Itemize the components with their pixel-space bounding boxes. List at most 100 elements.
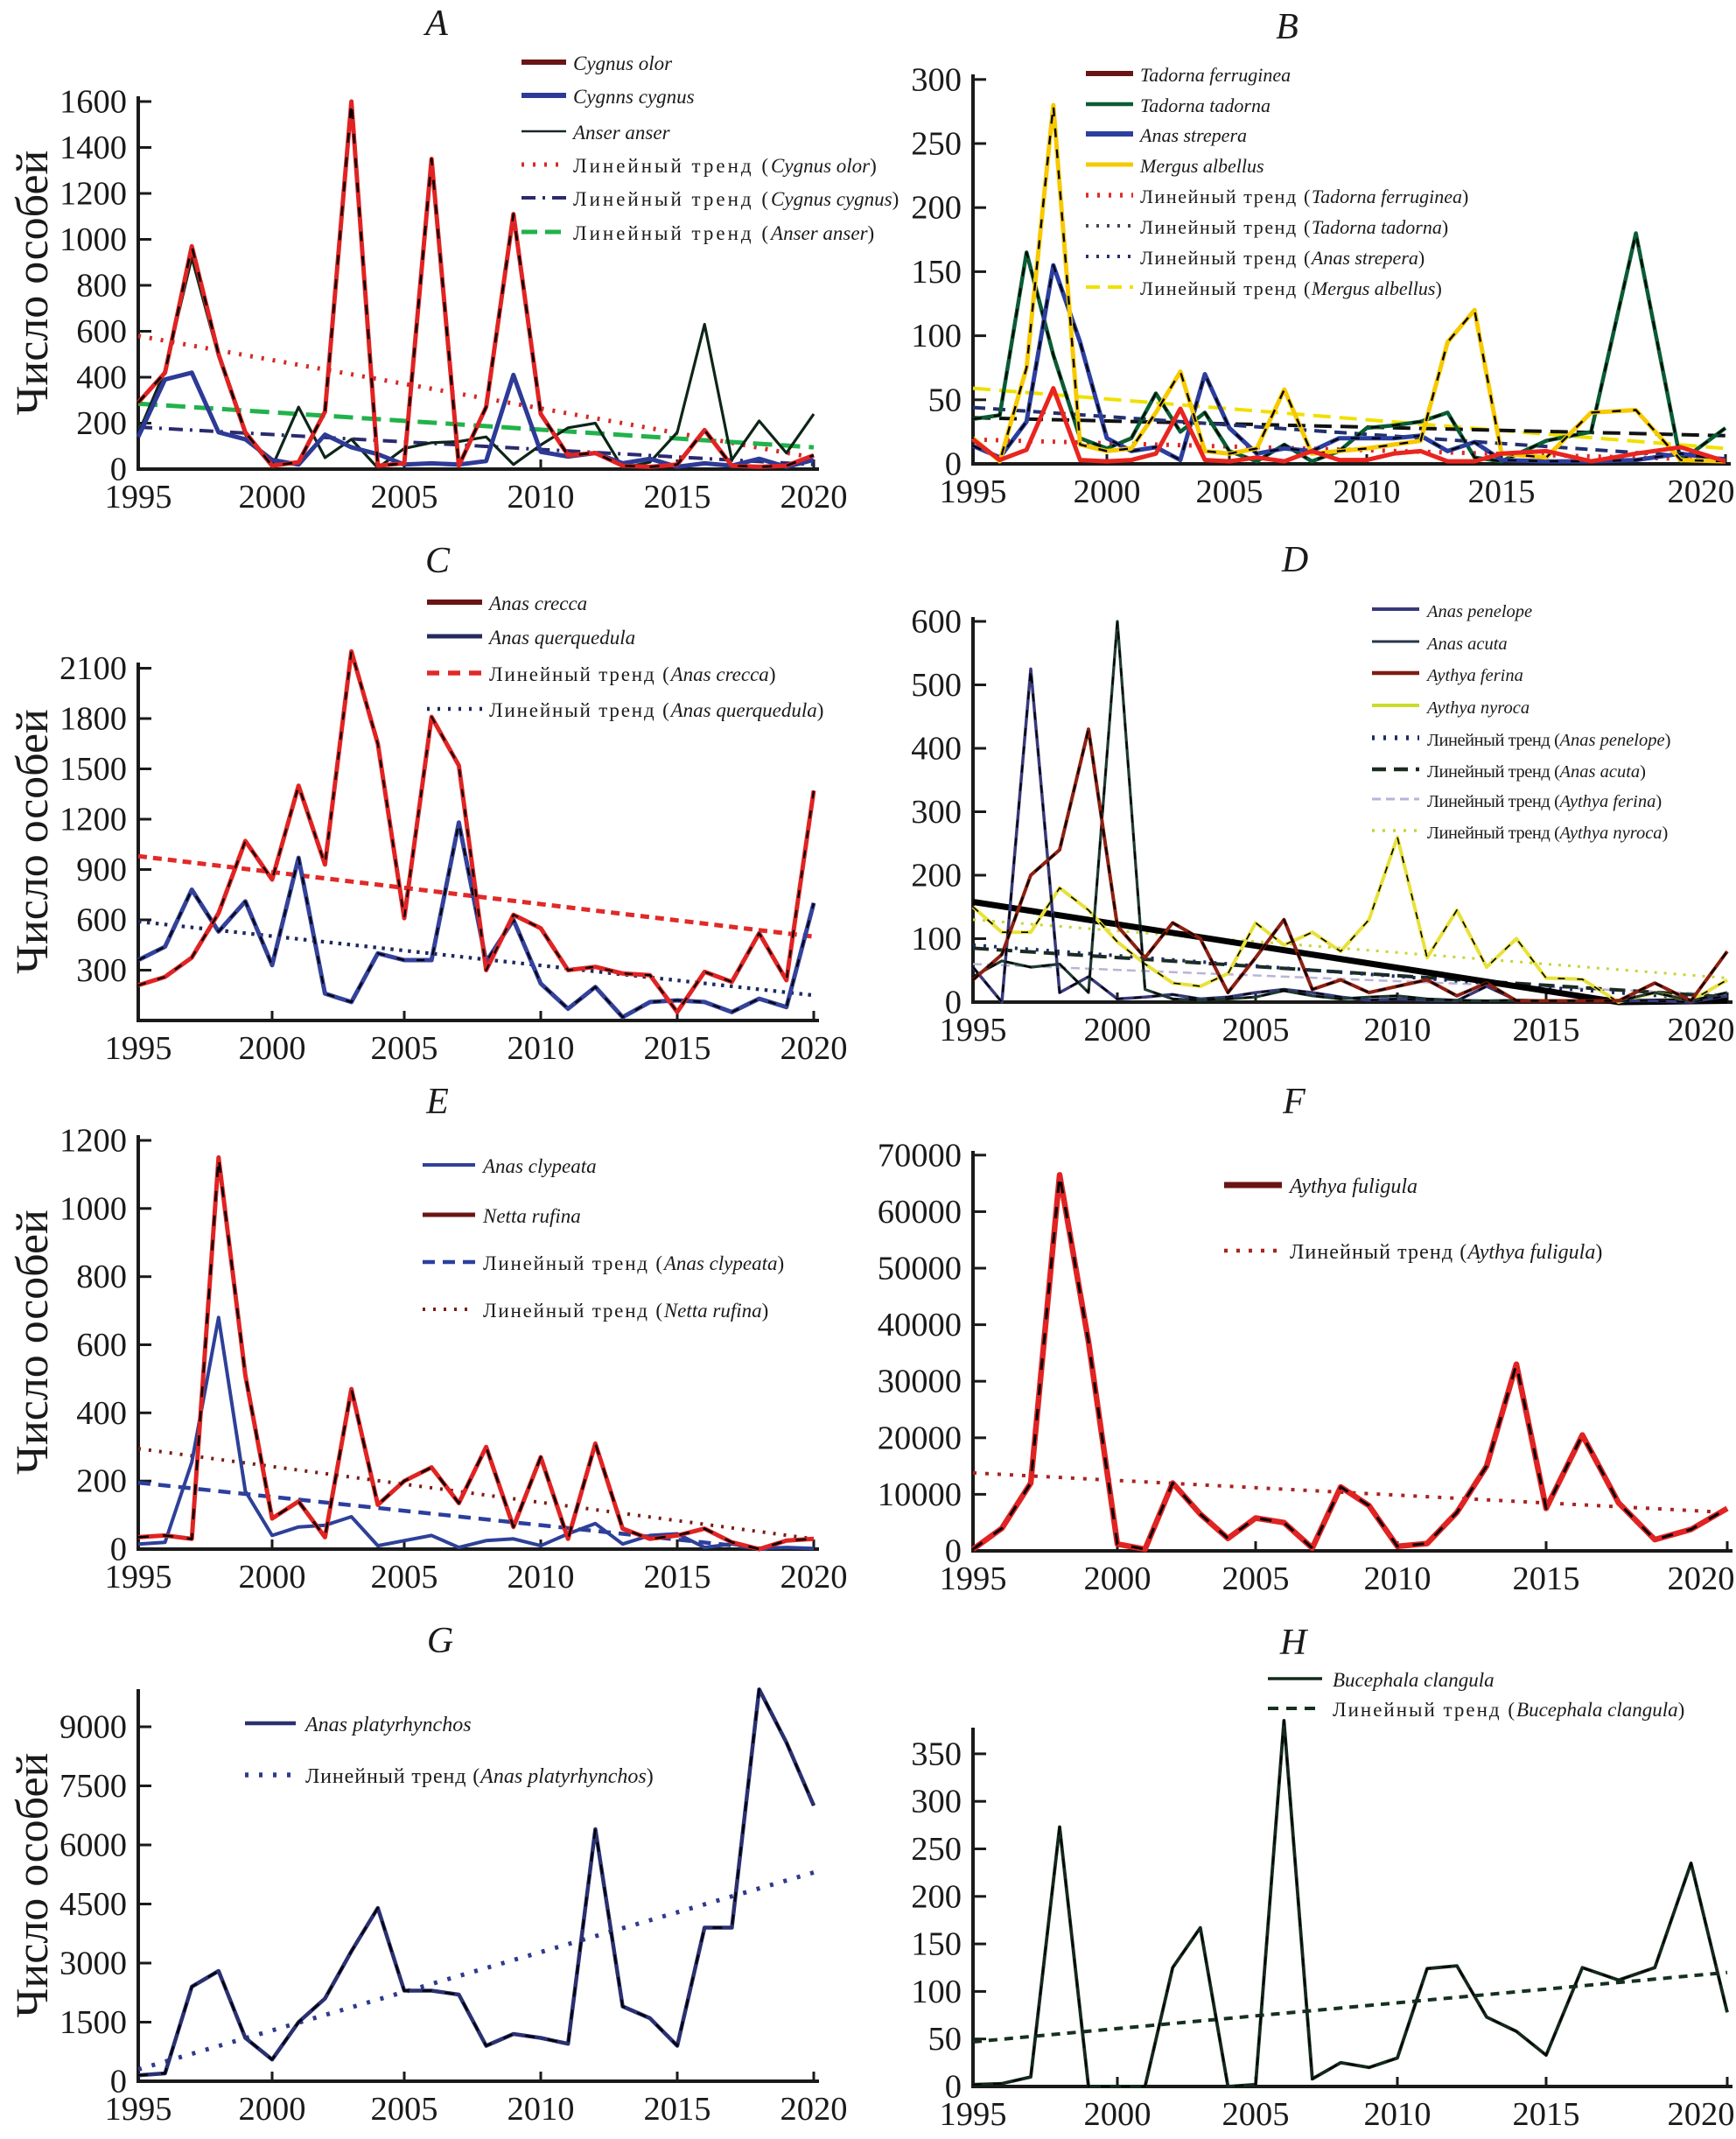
svg-text:2005: 2005 [371, 479, 438, 515]
svg-text:Anas strepera: Anas strepera [1138, 124, 1247, 146]
svg-text:Bucephala clangula: Bucephala clangula [1333, 1669, 1494, 1691]
svg-text:1995: 1995 [940, 1560, 1007, 1597]
svg-text:Линейный тренд (Mergus albellu: Линейный тренд (Mergus albellus) [1140, 277, 1443, 299]
svg-text:Cygnus olor: Cygnus olor [573, 53, 673, 74]
svg-text:1995: 1995 [105, 1559, 172, 1595]
svg-text:0: 0 [110, 2064, 127, 2100]
svg-text:300: 300 [911, 61, 962, 98]
svg-text:2005: 2005 [1222, 1560, 1290, 1597]
svg-text:2100: 2100 [60, 650, 127, 687]
svg-text:2010: 2010 [508, 1559, 575, 1595]
svg-text:6000: 6000 [60, 1827, 127, 1864]
svg-text:F: F [1282, 1082, 1306, 1122]
svg-text:150: 150 [911, 254, 962, 291]
svg-text:Линейный тренд (Anas platyrhyn: Линейный тренд (Anas platyrhynchos) [305, 1765, 654, 1788]
svg-text:1500: 1500 [60, 751, 127, 788]
svg-text:Линейный тренд (Anas clypeata): Линейный тренд (Anas clypeata) [483, 1252, 786, 1274]
svg-text:300: 300 [911, 794, 962, 831]
svg-text:Линейный тренд (Aythya ferina): Линейный тренд (Aythya ferina) [1427, 792, 1662, 811]
svg-text:2020: 2020 [780, 2091, 848, 2128]
svg-text:Anas penelope: Anas penelope [1425, 602, 1532, 621]
svg-text:300: 300 [911, 1784, 962, 1820]
svg-text:Линейный тренд (Cygnus olor): Линейный тренд (Cygnus olor) [573, 155, 879, 177]
svg-text:2015: 2015 [644, 1559, 711, 1595]
svg-text:500: 500 [911, 667, 962, 704]
svg-text:Линейный тренд (Netta rufina): Линейный тренд (Netta rufina) [483, 1300, 770, 1322]
svg-text:0: 0 [945, 2069, 962, 2106]
svg-text:2005: 2005 [1196, 473, 1264, 510]
svg-text:900: 900 [76, 852, 127, 888]
svg-text:2020: 2020 [1668, 1560, 1735, 1597]
svg-text:2010: 2010 [1364, 1560, 1432, 1597]
svg-text:2005: 2005 [371, 1559, 438, 1595]
svg-text:3000: 3000 [60, 1946, 127, 1982]
svg-text:2005: 2005 [1222, 1012, 1290, 1048]
svg-text:A: A [423, 4, 448, 44]
svg-text:1200: 1200 [60, 1123, 127, 1160]
svg-text:2015: 2015 [644, 1030, 711, 1067]
svg-text:1600: 1600 [60, 84, 127, 121]
svg-text:2015: 2015 [1513, 1560, 1580, 1597]
svg-text:1200: 1200 [60, 176, 127, 213]
svg-text:4500: 4500 [60, 1886, 127, 1923]
svg-text:2000: 2000 [1084, 1560, 1152, 1597]
svg-text:2020: 2020 [1668, 473, 1735, 510]
svg-text:400: 400 [76, 360, 127, 396]
svg-text:50000: 50000 [878, 1251, 962, 1287]
svg-text:0: 0 [945, 1533, 962, 1570]
svg-text:0: 0 [945, 446, 962, 483]
svg-text:Число особей: Число особей [8, 1753, 58, 2018]
svg-text:100: 100 [911, 921, 962, 957]
svg-text:Mergus albellus: Mergus albellus [1139, 155, 1264, 177]
svg-text:Линейный тренд (Bucephala clan: Линейный тренд (Bucephala clangula) [1333, 1699, 1686, 1721]
svg-text:Aythya nyroca: Aythya nyroca [1425, 698, 1530, 718]
svg-text:600: 600 [76, 1327, 127, 1364]
svg-text:1995: 1995 [940, 2096, 1007, 2133]
svg-text:2015: 2015 [1468, 473, 1536, 510]
svg-text:Anas clypeata: Anas clypeata [481, 1155, 597, 1177]
svg-text:Линейный тренд (Anas querquedu: Линейный тренд (Anas querquedula) [489, 699, 825, 721]
svg-text:2015: 2015 [644, 479, 711, 515]
svg-text:Anas acuta: Anas acuta [1425, 635, 1508, 654]
svg-text:2000: 2000 [1084, 1012, 1152, 1048]
svg-text:1800: 1800 [60, 701, 127, 738]
svg-text:Netta rufina: Netta rufina [482, 1205, 581, 1227]
svg-text:2010: 2010 [508, 2091, 575, 2128]
svg-text:600: 600 [76, 313, 127, 350]
svg-text:70000: 70000 [878, 1137, 962, 1174]
svg-text:Линейный тренд (Aythya nyroca): Линейный тренд (Aythya nyroca) [1427, 824, 1668, 843]
svg-text:200: 200 [911, 858, 962, 894]
svg-text:Anas platyrhynchos: Anas platyrhynchos [304, 1714, 472, 1736]
svg-text:E: E [425, 1082, 449, 1122]
svg-text:Tadorna ferruginea: Tadorna ferruginea [1140, 64, 1291, 86]
svg-text:H: H [1279, 1623, 1309, 1663]
svg-text:1995: 1995 [105, 2091, 172, 2128]
svg-text:1500: 1500 [60, 2004, 127, 2041]
svg-text:2000: 2000 [239, 1030, 306, 1067]
svg-text:600: 600 [76, 902, 127, 939]
svg-text:250: 250 [911, 1831, 962, 1868]
svg-text:2020: 2020 [1668, 1012, 1735, 1048]
svg-text:50: 50 [928, 382, 962, 418]
svg-text:200: 200 [76, 405, 127, 442]
svg-text:100: 100 [911, 1974, 962, 2010]
svg-text:Линейный тренд (Tadorna ferrug: Линейный тренд (Tadorna ferruginea) [1140, 186, 1470, 207]
svg-text:7500: 7500 [60, 1768, 127, 1805]
svg-text:Anas crecca: Anas crecca [487, 593, 587, 614]
svg-text:400: 400 [76, 1395, 127, 1432]
svg-text:1000: 1000 [60, 221, 127, 258]
svg-text:Линейный тренд (Anas strepera): Линейный тренд (Anas strepera) [1140, 247, 1426, 269]
svg-text:Линейный тренд (Anas crecca): Линейный тренд (Anas crecca) [489, 663, 777, 685]
svg-text:2005: 2005 [1222, 2096, 1290, 2133]
svg-text:800: 800 [76, 1259, 127, 1295]
svg-text:2005: 2005 [371, 1030, 438, 1067]
svg-text:Anas querquedula: Anas querquedula [487, 627, 635, 649]
svg-text:2000: 2000 [239, 479, 306, 515]
svg-text:2005: 2005 [371, 2091, 438, 2128]
svg-text:1400: 1400 [60, 130, 127, 166]
svg-text:2010: 2010 [508, 1030, 575, 1067]
svg-text:2000: 2000 [239, 2091, 306, 2128]
svg-text:Линейный тренд (Tadorna tadorn: Линейный тренд (Tadorna tadorna) [1140, 216, 1450, 238]
svg-text:Число особей: Число особей [8, 1210, 58, 1475]
svg-text:50: 50 [928, 2021, 962, 2058]
